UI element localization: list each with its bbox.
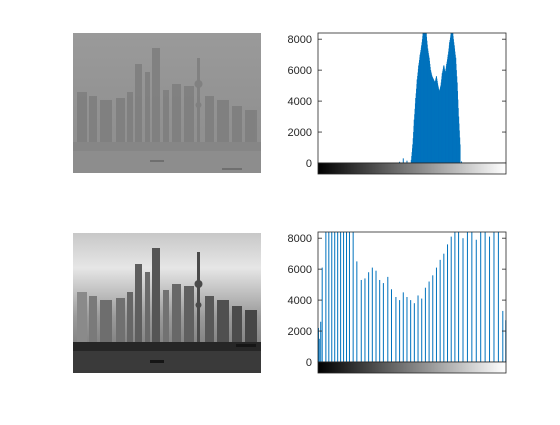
histogram-bar	[406, 160, 408, 163]
histogram-bar	[346, 232, 348, 362]
histogram-bar	[318, 338, 320, 362]
histogram-bar	[428, 281, 430, 362]
histogram-bar	[450, 236, 452, 362]
image-equalized-skyline	[73, 233, 261, 373]
histogram-bar	[493, 232, 495, 362]
histogram-bar	[447, 244, 449, 362]
histogram-bar	[399, 161, 401, 163]
histogram-bar	[390, 289, 392, 362]
histogram-bar	[320, 321, 322, 362]
histogram-bar	[371, 267, 373, 362]
histogram-bar	[413, 303, 415, 362]
histogram-bar	[382, 283, 384, 362]
y-tick-label: 6000	[288, 65, 312, 77]
histogram-bar	[321, 267, 323, 362]
histogram-bar	[387, 276, 389, 362]
histogram-bar	[454, 232, 456, 362]
histogram-bar	[439, 259, 441, 362]
y-tick-label: 0	[306, 158, 312, 170]
histogram-bar	[466, 232, 468, 362]
histogram-bar	[417, 295, 419, 362]
histogram-bar	[462, 238, 464, 362]
histogram-top: 8000 6000 4000 2000 0	[288, 32, 507, 175]
y-tick-label: 0	[306, 357, 312, 369]
histogram-bar	[356, 261, 358, 362]
histogram-bar	[399, 300, 401, 362]
histogram-bar	[331, 232, 333, 362]
histogram-bar	[484, 232, 486, 362]
histogram-bar	[340, 232, 342, 362]
histogram-bar	[375, 270, 377, 362]
histogram-bar	[489, 236, 491, 362]
histogram-bar	[318, 327, 319, 362]
histogram-bar	[402, 158, 404, 163]
histogram-bar	[497, 232, 499, 362]
histogram-bar	[406, 297, 408, 362]
histogram-bar	[402, 292, 404, 362]
histogram-bar	[395, 297, 397, 362]
haze-shore	[73, 142, 261, 151]
histogram-bar	[364, 278, 366, 362]
y-tick-label: 8000	[288, 34, 312, 46]
histogram-bar	[502, 310, 504, 362]
histogram-bar	[459, 137, 461, 163]
histogram-bar	[458, 232, 460, 362]
histogram-bar	[328, 232, 330, 362]
histogram-bar	[471, 232, 473, 362]
histogram-bar	[379, 279, 381, 362]
eq-boat	[150, 360, 164, 363]
histogram-bar	[443, 253, 445, 362]
histogram-bar	[348, 232, 350, 362]
histogram-bar	[432, 275, 434, 362]
histogram-bottom: 8000 6000 4000 2000 0	[288, 231, 507, 374]
histogram-bar	[410, 300, 412, 362]
y-tick-label: 2000	[288, 127, 312, 139]
histogram-bar	[421, 298, 423, 362]
haze-buildings	[77, 48, 257, 142]
eq-boat	[236, 344, 256, 347]
eq-buildings	[77, 248, 257, 342]
histogram-bar	[352, 232, 354, 362]
histogram-bar	[480, 232, 482, 362]
haze-boat	[222, 168, 242, 170]
histogram-bar	[360, 279, 362, 362]
haze-river	[73, 151, 261, 173]
y-tick-label: 4000	[288, 96, 312, 108]
histogram-bar	[475, 239, 477, 362]
histogram-bar	[337, 232, 339, 362]
image-hazy-skyline	[73, 33, 261, 173]
y-tick-label: 8000	[288, 233, 312, 245]
histogram-bar	[343, 232, 345, 362]
histogram-bar	[325, 232, 327, 362]
eq-river	[73, 351, 261, 373]
histogram-bar	[368, 272, 370, 362]
eq-shore	[73, 342, 261, 351]
histogram-bar	[461, 161, 463, 163]
y-tick-label: 2000	[288, 326, 312, 338]
y-tick-label: 6000	[288, 264, 312, 276]
haze-boat	[150, 160, 164, 162]
y-tick-label: 4000	[288, 295, 312, 307]
histogram-bar	[435, 267, 437, 362]
grayscale-colorbar	[317, 361, 507, 374]
grayscale-colorbar	[317, 162, 507, 175]
plot-area	[318, 33, 506, 163]
histogram-bar	[424, 287, 426, 362]
histogram-bar	[334, 232, 336, 362]
